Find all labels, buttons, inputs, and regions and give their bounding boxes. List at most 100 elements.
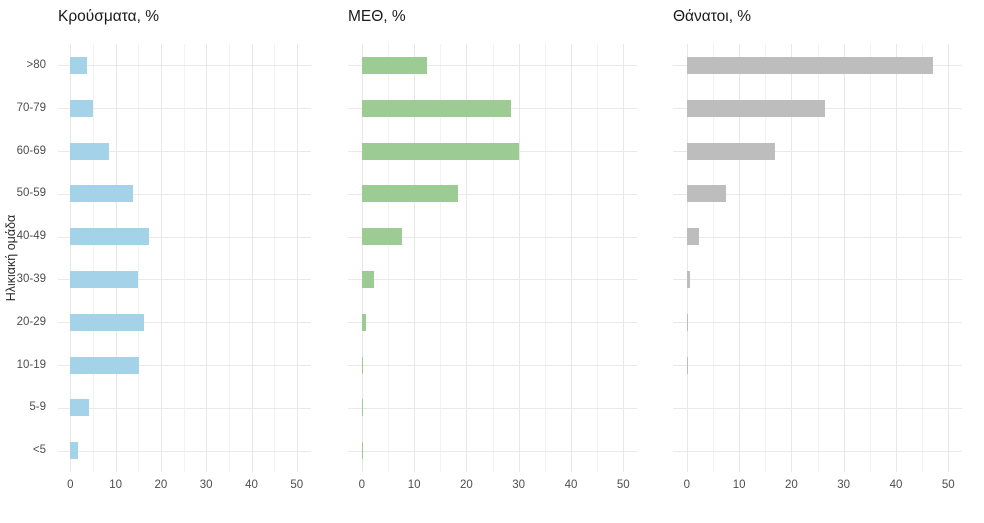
gridline-horizontal <box>58 236 311 238</box>
bar-<5 <box>361 442 363 460</box>
x-axis-labels-icu: 0 10 20 30 40 50 <box>348 479 637 494</box>
bar-50-59 <box>361 185 458 203</box>
gridline-vertical-major <box>296 44 298 472</box>
gridline-vertical-minor <box>817 44 819 472</box>
bar-60-69 <box>361 142 519 160</box>
gridline-vertical-minor <box>274 44 276 472</box>
y-tick-label: >80 <box>26 58 46 71</box>
y-axis-labels: >80 70-79 60-69 50-59 40-49 30-39 20-29 10-19 5-… <box>0 0 52 523</box>
gridline-horizontal <box>58 193 311 195</box>
bar-70-79 <box>361 99 511 117</box>
gridline-vertical-major <box>739 44 741 472</box>
gridline-horizontal <box>348 450 637 452</box>
gridline-horizontal <box>673 450 962 452</box>
x-axis-labels-cases: 0 10 20 30 40 50 <box>58 479 311 494</box>
gridline-horizontal <box>348 407 637 409</box>
y-tick-label: 70-79 <box>16 101 46 114</box>
gridline-horizontal <box>58 365 311 366</box>
gridline-vertical-minor <box>138 44 140 472</box>
gridline-horizontal <box>58 151 311 152</box>
gridline-vertical-minor <box>228 44 230 472</box>
gridline-vertical-major <box>206 44 208 472</box>
bar-10-19 <box>70 356 140 374</box>
gridline-vertical-major <box>623 44 625 472</box>
x-axis-labels-deaths: 0 10 20 30 40 50 <box>673 479 962 494</box>
x-tick-label: 0 <box>67 479 74 491</box>
gridline-horizontal <box>58 450 311 452</box>
gridline-horizontal <box>348 193 637 195</box>
bar-40-49 <box>70 228 150 246</box>
gridline-vertical-minor <box>922 44 924 472</box>
bar-70-79 <box>70 99 93 117</box>
x-tick-label: 20 <box>459 479 473 491</box>
gridline-horizontal <box>348 365 637 366</box>
gridline-vertical-minor <box>765 44 767 472</box>
gridline-horizontal <box>673 407 962 409</box>
gridline-vertical-major <box>896 44 897 472</box>
bar-<5 <box>70 442 79 460</box>
gridline-vertical-major <box>686 44 688 472</box>
x-tick-label: 50 <box>616 479 630 491</box>
gridline-vertical-major <box>70 44 72 472</box>
bar-30-39 <box>686 270 691 288</box>
gridline-vertical-minor <box>387 44 389 472</box>
gridline-vertical-minor <box>597 44 599 472</box>
gridline-horizontal <box>58 279 311 281</box>
bar->80 <box>361 56 428 74</box>
bar-40-49 <box>361 228 403 246</box>
bar->80 <box>686 56 933 74</box>
gridline-horizontal <box>673 365 962 366</box>
plot-area-deaths <box>673 44 962 472</box>
bar-20-29 <box>686 313 688 331</box>
gridline-horizontal <box>673 236 962 238</box>
gridline-vertical-minor <box>712 44 714 472</box>
gridline-vertical-minor <box>544 44 546 472</box>
gridline-vertical-major <box>251 44 253 472</box>
facet-panel-deaths: Θάνατοι, % 0 10 20 30 40 50 <box>673 0 962 523</box>
bar-50-59 <box>686 185 727 203</box>
bar-60-69 <box>70 142 109 160</box>
bar-5-9 <box>70 399 90 417</box>
plot-area-icu <box>348 44 637 472</box>
gridline-horizontal <box>348 236 637 238</box>
gridline-horizontal <box>348 279 637 281</box>
bar-20-29 <box>70 313 145 331</box>
gridline-horizontal <box>673 193 962 195</box>
y-tick-label: 30-39 <box>16 272 46 285</box>
gridline-vertical-major <box>115 44 117 472</box>
gridline-vertical-minor <box>92 44 94 472</box>
gridline-horizontal <box>58 407 311 409</box>
x-tick-label: 10 <box>407 479 421 491</box>
bar-40-49 <box>686 228 700 246</box>
gridline-horizontal <box>348 65 637 67</box>
gridline-vertical-major <box>466 44 468 472</box>
gridline-horizontal <box>58 108 311 110</box>
gridline-vertical-major <box>160 44 162 472</box>
bar-10-19 <box>361 356 364 374</box>
bar-70-79 <box>686 99 826 117</box>
bar-30-39 <box>70 270 139 288</box>
x-tick-label: 30 <box>837 479 851 491</box>
gridline-vertical-major <box>791 44 793 472</box>
x-tick-label: 10 <box>732 479 746 491</box>
gridline-vertical-major <box>414 44 416 472</box>
x-tick-label: 40 <box>564 479 578 491</box>
y-tick-label: 50-59 <box>16 187 46 200</box>
gridline-horizontal <box>348 322 637 324</box>
y-tick-label: 20-29 <box>16 315 46 328</box>
x-tick-label: 0 <box>683 479 690 491</box>
panel-title-cases: Κρούσματα, % <box>58 8 159 25</box>
bar->80 <box>70 56 88 74</box>
gridline-vertical-minor <box>183 44 185 472</box>
bar-10-19 <box>686 356 688 374</box>
gridline-vertical-major <box>843 44 845 472</box>
y-tick-label: 40-49 <box>16 230 46 243</box>
gridline-vertical-major <box>571 44 572 472</box>
gridline-horizontal <box>673 322 962 324</box>
bar-50-59 <box>70 185 134 203</box>
gridline-horizontal <box>673 151 962 152</box>
gridline-vertical-major <box>518 44 520 472</box>
x-tick-label: 30 <box>199 479 213 491</box>
gridline-vertical-minor <box>440 44 442 472</box>
